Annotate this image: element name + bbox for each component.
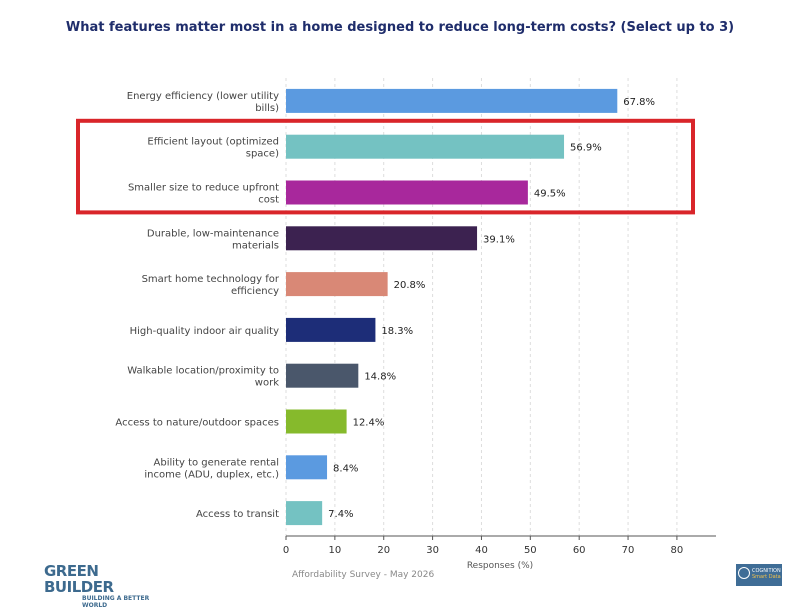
brand-tagline: BUILDING A BETTER WORLD xyxy=(82,595,150,609)
x-tick-label-5: 50 xyxy=(524,545,537,556)
partner-logo: COGNITION Smart Data xyxy=(736,564,782,586)
category-labels: Energy efficiency (lower utility bills) Ef… xyxy=(115,91,279,520)
source-note: Affordability Survey - May 2026 xyxy=(292,570,435,580)
category-label-8: Ability to generate rental income (ADU, d… xyxy=(144,457,279,480)
value-label-5: 18.3% xyxy=(381,326,413,337)
bar-0 xyxy=(286,88,618,113)
highlight-box xyxy=(76,118,695,215)
partner-name: COGNITION xyxy=(752,568,781,574)
brain-icon xyxy=(738,567,750,579)
category-label-2: Smaller size to reduce upfront cost xyxy=(128,183,279,206)
bar-1 xyxy=(286,134,565,159)
bar-3 xyxy=(286,226,478,251)
bar-7 xyxy=(286,409,347,434)
value-label-8: 8.4% xyxy=(333,463,358,474)
brand-name: GREEN BUILDER xyxy=(44,562,114,596)
x-tick-label-6: 60 xyxy=(573,545,586,556)
green-builder-logo: GREEN BUILDER BUILDING A BETTER WORLD xyxy=(44,563,164,609)
x-tick-label-4: 40 xyxy=(475,545,488,556)
x-tick-label-7: 70 xyxy=(622,545,635,556)
x-axis: 0 10 20 30 40 50 60 70 80 xyxy=(283,535,716,556)
bar-4 xyxy=(286,272,388,297)
value-label-0: 67.8% xyxy=(623,97,655,108)
chart-title: What features matter most in a home desi… xyxy=(65,20,735,35)
category-label-3: Durable, low-maintenance materials xyxy=(147,228,279,251)
category-label-6: Walkable location/proximity to work xyxy=(127,366,279,389)
x-tick-label-8: 80 xyxy=(671,545,684,556)
value-label-4: 20.8% xyxy=(394,280,426,291)
bar-9 xyxy=(286,501,323,526)
partner-subtitle: Smart Data xyxy=(752,574,781,580)
grid-lines xyxy=(285,78,678,536)
category-label-9: Access to transit xyxy=(196,509,279,520)
category-label-0: Energy efficiency (lower utility bills) xyxy=(127,91,279,114)
x-tick-label-0: 0 xyxy=(283,545,289,556)
category-label-5: High-quality indoor air quality xyxy=(130,326,279,337)
x-tick-label-1: 10 xyxy=(328,545,341,556)
highlight-box-rect xyxy=(76,118,695,215)
category-label-7: Access to nature/outdoor spaces xyxy=(115,418,279,429)
value-label-6: 14.8% xyxy=(364,372,396,383)
category-label-4: Smart home technology for efficiency xyxy=(142,274,280,297)
bars xyxy=(286,88,618,526)
value-labels: 67.8% 56.9% 49.5% 39.1% 20.8% 18.3% 14.8% 12.4%… xyxy=(328,97,655,520)
category-label-1: Efficient layout (optimized space) xyxy=(147,137,279,160)
bar-chart: Energy efficiency (lower utility bills) Ef… xyxy=(76,78,716,571)
bar-8 xyxy=(286,455,328,480)
value-label-1: 56.9% xyxy=(570,143,602,154)
value-label-2: 49.5% xyxy=(534,189,566,200)
x-tick-label-2: 20 xyxy=(377,545,390,556)
x-tick-label-3: 30 xyxy=(426,545,439,556)
bar-6 xyxy=(286,363,359,388)
value-label-3: 39.1% xyxy=(483,234,515,245)
value-label-7: 12.4% xyxy=(353,418,385,429)
bar-2 xyxy=(286,180,528,205)
value-label-9: 7.4% xyxy=(328,509,353,520)
x-axis-title: Responses (%) xyxy=(467,561,533,571)
bar-5 xyxy=(286,317,376,342)
